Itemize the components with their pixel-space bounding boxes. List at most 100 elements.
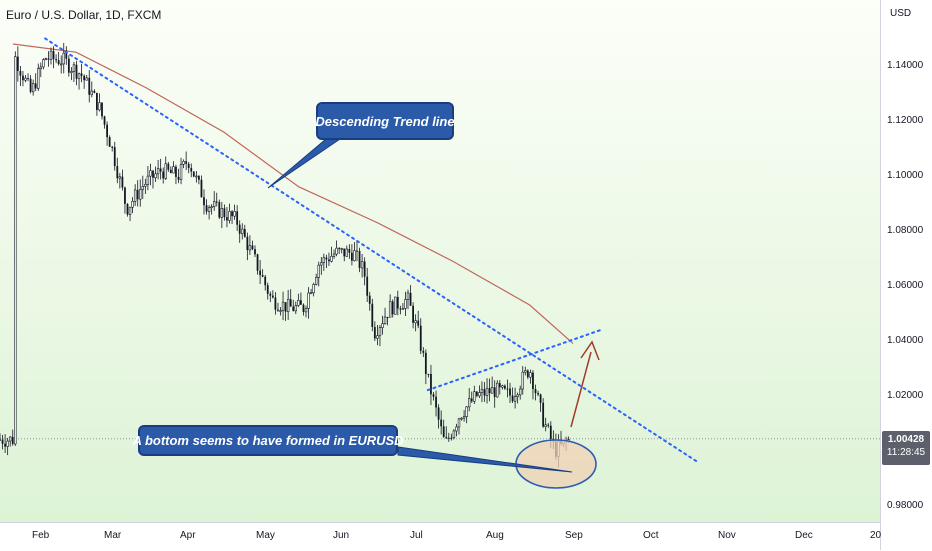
candles	[0, 42, 570, 468]
candle-body-down	[243, 229, 246, 237]
moving-average-line	[12, 43, 574, 344]
price-tick-label: 1.04000	[887, 334, 924, 346]
candle-body-down	[424, 352, 427, 374]
candle-body-down	[218, 201, 221, 218]
candle-body-down	[93, 91, 96, 93]
candle-body-down	[231, 211, 233, 217]
descending-trend-line[interactable]	[44, 37, 698, 463]
candle-body-down	[509, 388, 511, 396]
candle-body-down	[269, 293, 272, 296]
rising-upper-line[interactable]	[426, 328, 603, 392]
candle-body-down	[96, 92, 98, 110]
candle-body-down	[190, 167, 193, 172]
time-tick-label: May	[256, 530, 275, 541]
candle-body-down	[162, 171, 165, 179]
candle-body-down	[289, 299, 292, 307]
candle-body-up	[457, 418, 461, 428]
candle-body-up	[62, 52, 65, 65]
candle-body-down	[29, 78, 32, 92]
candle-body-down	[116, 166, 119, 179]
candle-body-down	[136, 189, 139, 200]
candle-body-up	[513, 396, 517, 402]
candle-body-down	[47, 58, 50, 60]
candle-body-up	[490, 387, 494, 394]
candle-body-up	[485, 387, 489, 396]
candle-body-up	[307, 292, 310, 309]
candle-body-up	[460, 417, 463, 420]
candle-body-up	[128, 206, 132, 215]
time-tick-label: Mar	[104, 530, 122, 541]
candle-body-down	[16, 56, 19, 71]
candle-body-down	[373, 326, 376, 339]
candle-body-down	[256, 254, 259, 271]
currency-label: USD	[890, 8, 912, 19]
candle-body-up	[98, 102, 101, 111]
time-tick-label: Nov	[718, 530, 736, 541]
candle-body-up	[9, 436, 12, 442]
candle-body-down	[264, 276, 267, 286]
candlestick-chart[interactable]	[0, 0, 880, 522]
candle-body-up	[131, 201, 134, 208]
candle-body-down	[442, 426, 445, 438]
candle-body-up	[360, 261, 364, 269]
candle-body-up	[340, 248, 343, 250]
current-price: 1.00428	[887, 434, 925, 445]
candle-body-down	[542, 402, 545, 427]
candle-body-down	[88, 77, 91, 95]
time-tick-label: Oct	[643, 530, 659, 541]
candle-body-up	[320, 262, 323, 266]
time-axis[interactable]: Feb Mar Apr May Jun Jul Aug Sep Oct Nov Dec 20	[0, 522, 881, 551]
time-tick-label: Apr	[180, 530, 196, 541]
candle-body-down	[292, 306, 295, 311]
candle-body-down	[427, 373, 430, 375]
candle-body-up	[473, 391, 476, 402]
candle-body-up	[378, 327, 382, 337]
candle-body-up	[317, 264, 320, 278]
candle-body-down	[363, 261, 366, 277]
candle-body-down	[251, 245, 254, 250]
candle-body-up	[524, 370, 527, 373]
candle-body-up	[44, 58, 48, 60]
candle-body-up	[195, 175, 198, 178]
candle-body-up	[6, 440, 9, 447]
candle-body-down	[259, 270, 261, 276]
candle-body-down	[55, 59, 57, 61]
candle-body-down	[83, 75, 86, 81]
candle-body-up	[478, 392, 481, 397]
bottom-ellipse[interactable]	[515, 439, 597, 489]
candle-body-up	[406, 292, 410, 300]
price-tick-label: 1.10000	[887, 169, 924, 181]
candle-body-down	[432, 394, 435, 397]
candle-body-up	[496, 382, 499, 398]
candle-body-up	[353, 250, 356, 262]
price-tick-label: 0.98000	[887, 499, 924, 511]
candle-body-down	[483, 389, 486, 396]
candle-body-up	[213, 201, 216, 207]
candle-body-down	[126, 203, 129, 215]
price-tick-label: 1.14000	[887, 59, 924, 71]
candle-body-up	[521, 371, 524, 390]
candle-body-up	[248, 245, 252, 251]
candle-body-down	[475, 391, 478, 396]
price-axis[interactable]: 1.14000 1.12000 1.10000 1.08000 1.06000 1.040…	[880, 0, 932, 550]
candle-body-down	[399, 308, 402, 310]
candle-body-up	[156, 168, 160, 175]
time-tick-label: Jul	[410, 530, 423, 541]
candle-body-down	[549, 425, 552, 440]
candle-body-down	[1, 439, 4, 444]
candle-body-down	[445, 437, 448, 439]
candle-body-down	[65, 53, 68, 59]
candle-body-down	[488, 388, 491, 394]
candle-body-down	[371, 303, 374, 327]
candle-body-down	[412, 305, 414, 323]
bar-countdown: 11:28:45	[886, 447, 926, 458]
candle-body-up	[516, 394, 519, 397]
candle-body-down	[325, 257, 328, 260]
candle-body-up	[312, 284, 315, 294]
candle-body-down	[366, 276, 369, 296]
candle-body-up	[207, 207, 211, 212]
candle-body-down	[511, 395, 514, 402]
candle-body-up	[529, 372, 532, 378]
candle-body-down	[386, 316, 389, 318]
candle-body-down	[254, 249, 256, 255]
